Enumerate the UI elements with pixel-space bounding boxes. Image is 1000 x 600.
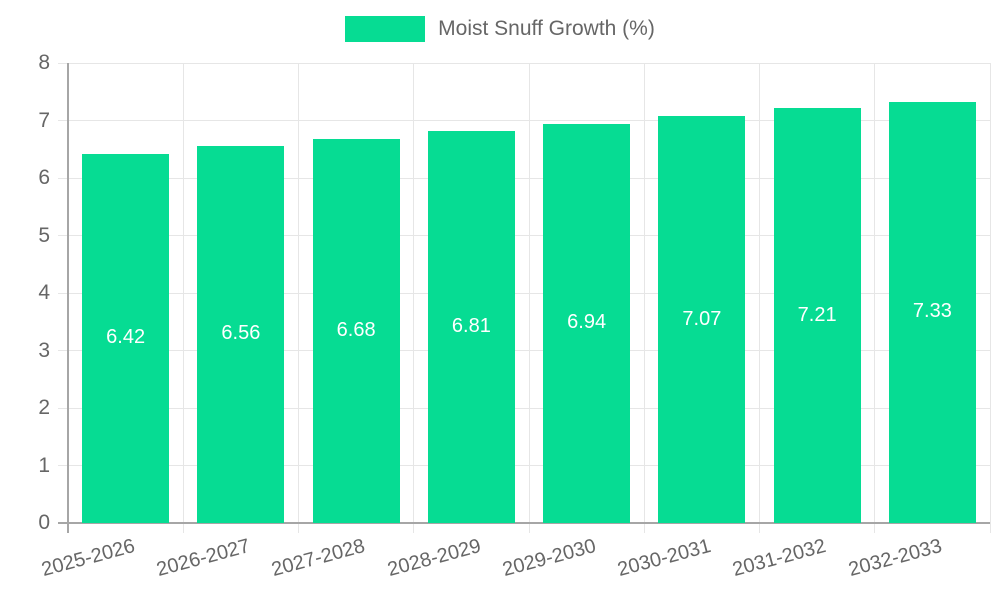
x-axis-label: 2032-2033 [845, 535, 945, 582]
bar[interactable] [658, 116, 746, 523]
y-gridline [58, 465, 990, 466]
x-gridline [759, 63, 760, 533]
y-gridline [58, 235, 990, 236]
x-gridline [298, 63, 299, 533]
bar[interactable] [543, 123, 631, 523]
y-axis-tick-label: 6 [38, 166, 50, 189]
x-gridline [413, 63, 415, 533]
y-gridline [58, 292, 990, 294]
legend-swatch [345, 16, 426, 42]
legend-label: Moist Snuff Growth (%) [438, 17, 655, 40]
y-axis-tick-label: 5 [38, 223, 50, 247]
x-axis-label: 2029-2030 [500, 535, 599, 582]
legend-item[interactable]: Moist Snuff Growth (%) [345, 16, 655, 42]
y-axis-tick-label: 7 [38, 108, 50, 132]
x-gridline [989, 63, 991, 533]
x-axis-label: 2025-2026 [39, 535, 138, 582]
x-axis-label: 2026-2027 [154, 535, 253, 582]
y-axis-tick-label: 8 [38, 51, 50, 74]
x-axis-label: 2031-2032 [730, 535, 829, 582]
y-axis-tick-label: 4 [38, 281, 50, 304]
x-gridline [643, 63, 645, 533]
legend: Moist Snuff Growth (%) [0, 16, 1000, 42]
bar[interactable] [197, 145, 285, 523]
y-gridline [58, 62, 990, 64]
y-axis-tick-label: 3 [38, 338, 50, 362]
y-axis-tick-label: 1 [38, 453, 50, 477]
y-gridline [58, 407, 990, 409]
bar[interactable] [773, 108, 861, 523]
y-axis-tick-label: 0 [38, 511, 50, 534]
x-gridline [182, 63, 184, 533]
y-gridline [58, 177, 990, 179]
y-gridline [58, 120, 990, 121]
x-gridline [874, 63, 876, 533]
bar[interactable] [82, 153, 170, 523]
bar[interactable] [888, 101, 976, 523]
x-axis-label: 2030-2031 [615, 535, 714, 582]
bar[interactable] [427, 131, 515, 523]
plot-area: 0 1 2 3 4 5 6 7 8 6.42 2025-2026 6.56 2026-2027 6.68 2… [38, 51, 991, 581]
x-axis-line [58, 522, 990, 524]
y-gridline [58, 350, 990, 351]
x-axis-label: 2028-2029 [384, 535, 484, 582]
x-gridline [528, 63, 530, 533]
x-axis-label: 2027-2028 [269, 535, 368, 582]
y-axis-line [67, 63, 69, 533]
y-axis-tick-label: 2 [38, 396, 50, 419]
bar[interactable] [312, 138, 400, 523]
